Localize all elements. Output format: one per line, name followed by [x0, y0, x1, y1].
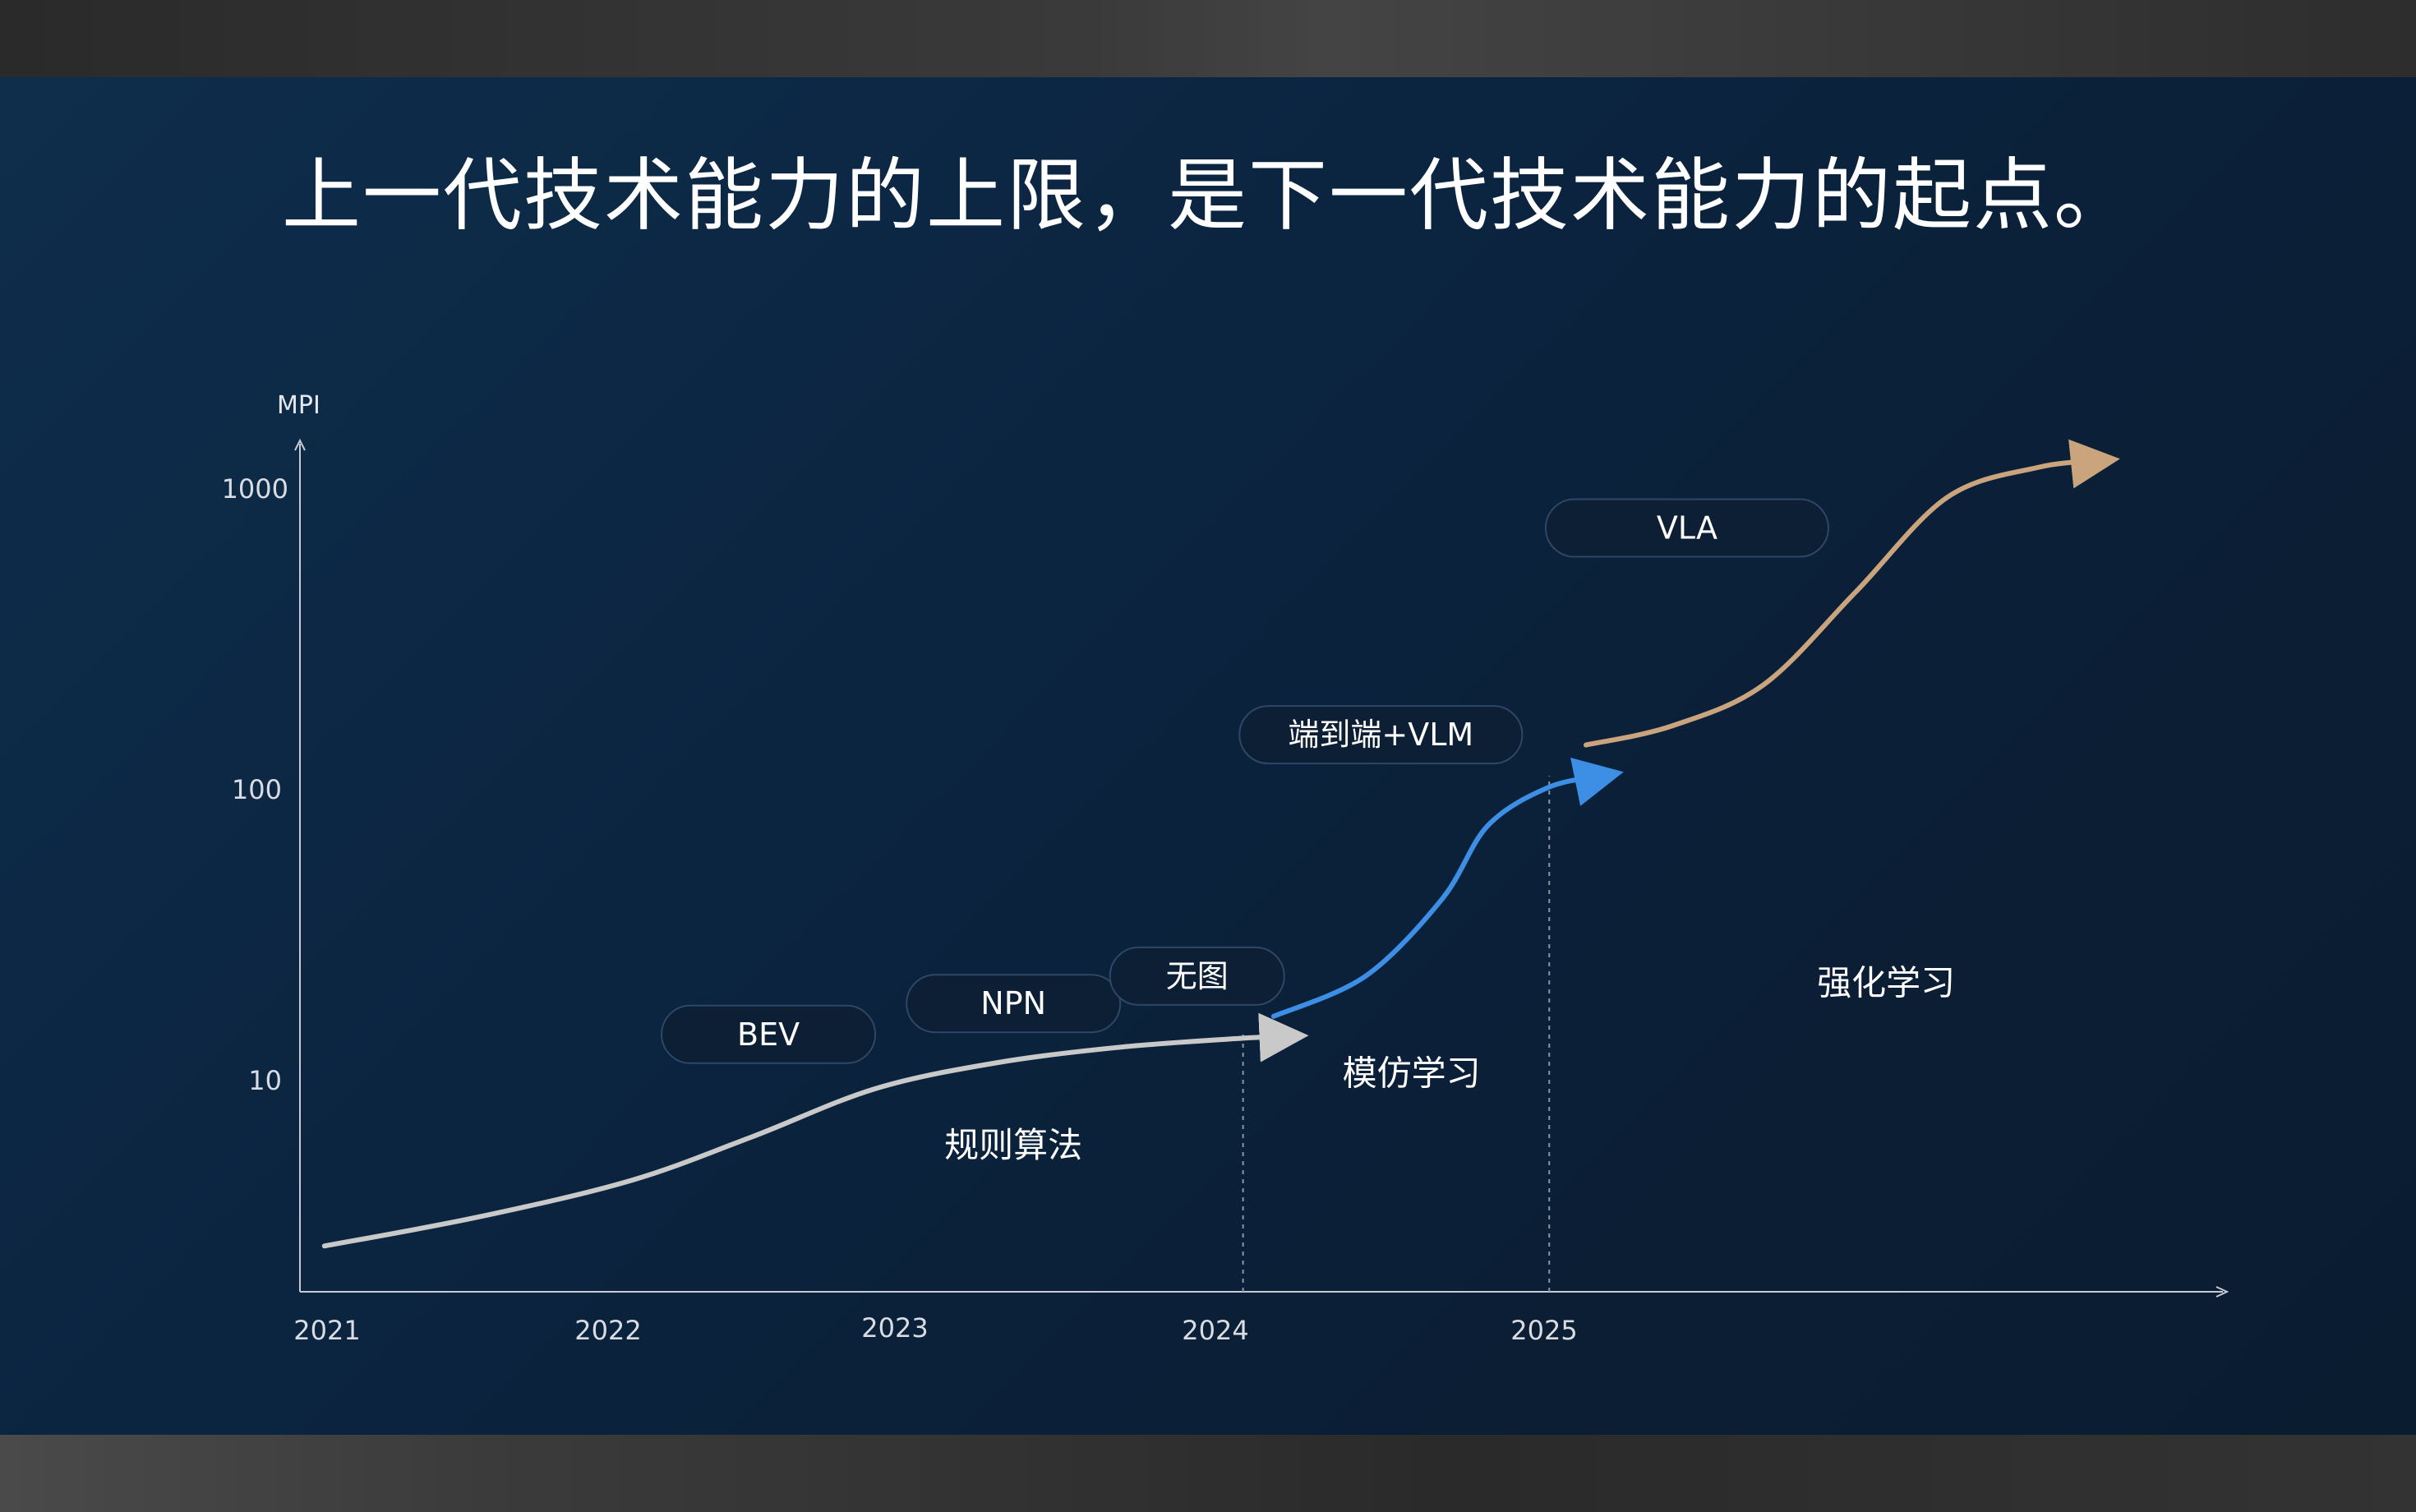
annotations-group: BEV NPN 无图 端到端+VLM VLA 规则算法 模仿学习 强化学习: [661, 498, 1955, 1165]
x-tick-label-2024: 2024: [1182, 1315, 1248, 1346]
x-tick-label-2021: 2021: [293, 1315, 360, 1346]
series-group: [321, 439, 2120, 1249]
phase-label-reinforcement-learning: 强化学习: [1817, 962, 1955, 1003]
slide-background: [0, 77, 2416, 1435]
pill-bev: BEV: [661, 1004, 877, 1064]
pill-end-to-end-vlm: 端到端+VLM: [1238, 705, 1524, 765]
pill-background: [1109, 946, 1285, 1006]
pill-npn: NPN: [906, 974, 1122, 1034]
y-tick-label-100: 100: [232, 774, 282, 805]
y-axis-arrow: [294, 438, 306, 451]
rule-based-curve: [321, 1012, 1309, 1249]
y-tick-label-1000: 1000: [222, 473, 288, 505]
letterbox-top: [0, 0, 2416, 77]
phase-dividers: [1242, 776, 1551, 1292]
pill-label: 端到端+VLM: [1288, 717, 1473, 753]
x-tick-label-2025: 2025: [1510, 1315, 1577, 1346]
pill-background: [661, 1004, 877, 1064]
x-axis-arrow: [2215, 1286, 2229, 1298]
pill-label: VLA: [1657, 510, 1717, 546]
x-tick-label-2022: 2022: [574, 1315, 641, 1346]
phase-label-imitation-learning: 模仿学习: [1343, 1053, 1481, 1093]
y-axis-label: MPI: [277, 391, 320, 420]
imitation-learning-curve: [1270, 758, 1624, 1019]
reinforcement-learning-curve: [1584, 439, 2120, 748]
pill-label: BEV: [737, 1016, 800, 1053]
y-tick-label-10: 10: [248, 1065, 282, 1096]
pill-label: NPN: [980, 985, 1046, 1021]
phase-label-rule-based: 规则算法: [944, 1125, 1082, 1165]
x-tick-labels: 2021 2022 2023 2024 2025: [293, 1312, 1577, 1346]
pill-background: [906, 974, 1122, 1034]
pill-no-map: 无图: [1109, 946, 1285, 1006]
letterbox-bottom: [0, 1435, 2416, 1512]
pill-background: [1238, 705, 1524, 765]
pill-background: [1544, 498, 1829, 558]
slide-headline: 上一代技术能力的上限，是下一代技术能力的起点。: [282, 150, 2134, 242]
y-tick-labels: 10 100 1000: [222, 473, 288, 1096]
pill-label: 无图: [1166, 958, 1229, 994]
pill-vla: VLA: [1544, 498, 1829, 558]
x-tick-label-2023: 2023: [861, 1312, 928, 1344]
